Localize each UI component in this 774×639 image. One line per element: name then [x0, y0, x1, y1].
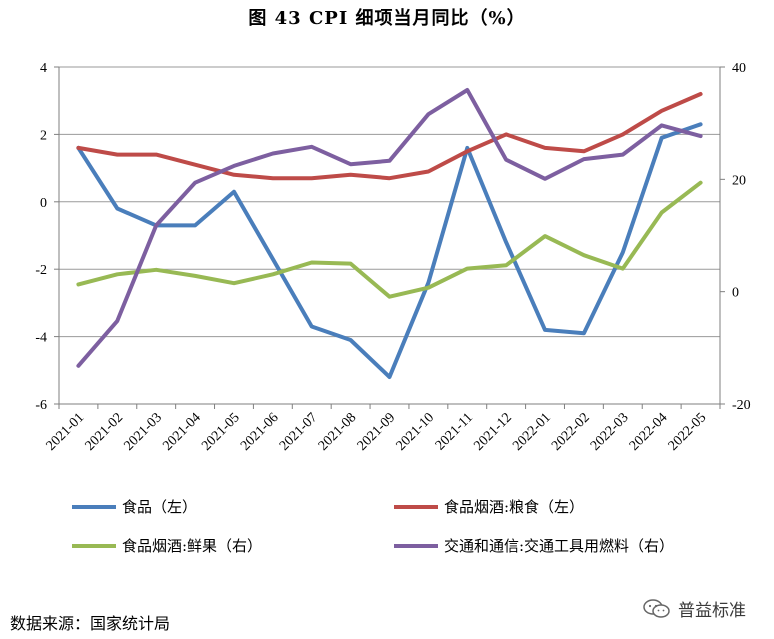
y-left-tick-label: 4: [40, 61, 47, 76]
x-tick-label: 2022-01: [510, 410, 554, 454]
wechat-icon: [643, 598, 670, 618]
series-line-0: [76, 122, 703, 379]
y-left-tick-label: -2: [35, 263, 47, 278]
legend-item-fuel: 交通和通信:交通工具用燃料（右）: [394, 535, 674, 556]
legend-item-food: 食品（左）: [72, 496, 197, 517]
x-tick-label: 2021-10: [394, 410, 438, 454]
x-tick-label: 2021-04: [160, 410, 204, 454]
y-left-tick-label: 2: [40, 128, 47, 143]
x-tick-label: 2021-02: [83, 410, 127, 454]
legend-item-fruit: 食品烟酒:鲜果（右）: [72, 535, 262, 556]
legend-swatch-fuel: [394, 543, 438, 548]
chart-title: 图 43 CPI 细项当月同比（%）: [248, 8, 526, 29]
series-lines: [76, 88, 703, 379]
y-right-tick-label: 20: [732, 173, 746, 188]
x-tick-label: 2022-03: [588, 410, 632, 454]
y-right-tick-label: -20: [732, 398, 751, 413]
series-line-1: [76, 92, 703, 181]
source-note: 数据来源：国家统计局: [10, 614, 171, 633]
legend-label-food: 食品（左）: [122, 498, 198, 516]
x-tick-label: 2022-04: [627, 410, 671, 454]
legend-swatch-food: [72, 504, 116, 509]
x-tick-label: 2022-05: [666, 410, 710, 454]
watermark-text: 普益标准: [678, 601, 746, 621]
x-tick-label: 2021-09: [355, 410, 399, 454]
legend-swatch-fruit: [72, 543, 116, 548]
x-tick-label: 2021-12: [471, 410, 515, 454]
grid-lines: [59, 66, 720, 338]
x-tick-label: 2021-03: [121, 410, 165, 454]
legend-swatch-grain: [394, 504, 438, 509]
x-tick-label: 2021-06: [238, 410, 282, 454]
legend-label-fuel: 交通和通信:交通工具用燃料（右）: [444, 537, 675, 555]
series-line-2: [76, 180, 703, 299]
y-left-tick-label: -4: [35, 331, 47, 346]
axes: [54, 66, 725, 409]
x-tick-label: 2021-05: [199, 410, 243, 454]
y-left-tick-label: 0: [40, 196, 47, 211]
x-tick-label: 2021-08: [316, 410, 360, 454]
legend-item-grain: 食品烟酒:粮食（左）: [394, 496, 584, 517]
legend-label-fruit: 食品烟酒:鲜果（右）: [122, 537, 263, 555]
y-left-tick-label: -6: [35, 398, 47, 413]
x-tick-label: 2021-11: [433, 410, 476, 453]
series-line-3: [76, 88, 703, 368]
watermark: 普益标准: [642, 596, 746, 621]
legend-label-grain: 食品烟酒:粮食（左）: [444, 498, 585, 516]
y-right-tick-label: 40: [732, 61, 746, 76]
x-tick-label: 2021-07: [277, 410, 321, 454]
x-tick-label: 2021-01: [44, 410, 88, 454]
y-right-tick-label: 0: [732, 286, 739, 301]
x-tick-label: 2022-02: [549, 410, 593, 454]
